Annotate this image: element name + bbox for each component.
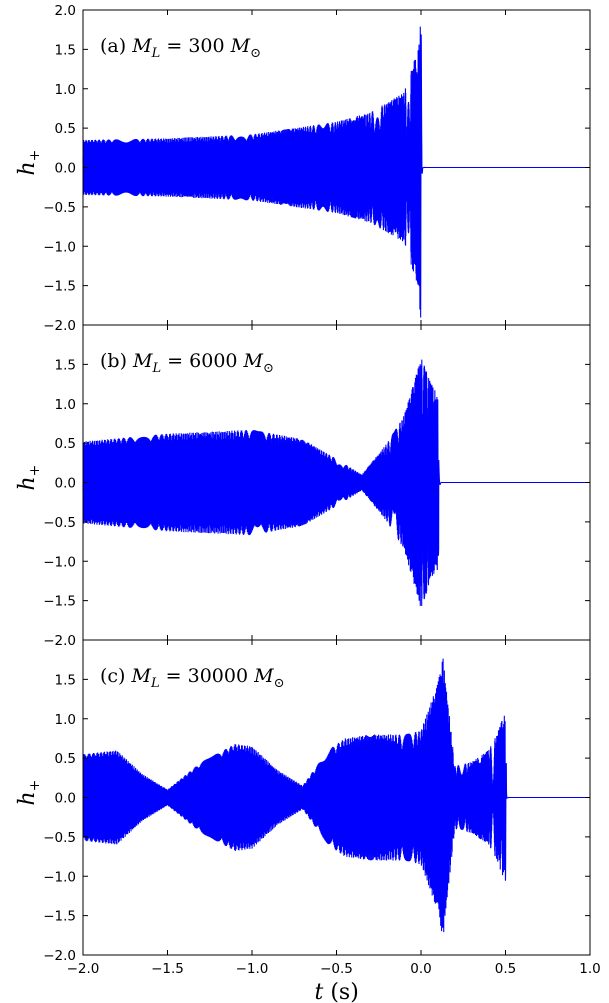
panel-a: 2.0 1.5 1.0 0.5 0.0 −0.5 −1.0 −1.5 −2.0 h+ (a) ML … <box>15 3 591 334</box>
x-tick-label: 0.5 <box>495 961 516 977</box>
panel-annotation-b: (b) ML = 6000 M⊙ <box>100 350 274 376</box>
y-tick-label: 2.0 <box>55 3 76 19</box>
waveform-series-a <box>82 26 590 318</box>
x-axis-label: t (s) <box>315 980 359 1003</box>
y-tick-label: −2.0 <box>43 318 76 334</box>
x-tick-label: −0.5 <box>320 961 353 977</box>
y-tick-label: −0.5 <box>43 515 76 531</box>
waveform-series-b <box>82 359 590 606</box>
y-tick-label: 0.0 <box>55 161 76 177</box>
panel-c: 1.5 1.0 0.5 0.0 −0.5 −1.0 −1.5 −2.0−2.0 −1.5 −1.0… <box>15 639 601 1003</box>
x-tick-label: 0.0 <box>410 961 431 977</box>
y-tick-label: 0.0 <box>55 476 76 492</box>
y-tick-label: −1.5 <box>43 909 76 925</box>
y-tick-label: −1.0 <box>43 869 76 885</box>
y-axis-label: h+ <box>15 780 43 806</box>
y-tick-label: −2.0 <box>43 948 76 964</box>
y-tick-label: −1.0 <box>43 554 76 570</box>
y-tick-label: −2.0 <box>43 633 76 649</box>
y-tick-label: 1.5 <box>55 357 76 373</box>
y-tick-label: −1.0 <box>43 239 76 255</box>
x-tick-label: 1.0 <box>579 961 600 977</box>
y-tick-label: 1.0 <box>55 397 76 413</box>
y-tick-label: 1.5 <box>55 672 76 688</box>
y-axis-label: h+ <box>15 465 43 491</box>
y-axis-label: h+ <box>15 150 43 176</box>
x-tick-label: −2.0 <box>67 961 100 977</box>
y-tick-label: 0.0 <box>55 791 76 807</box>
y-tick-label: 0.5 <box>55 121 76 137</box>
x-tick-label: −1.0 <box>236 961 269 977</box>
panel-b: 1.5 1.0 0.5 0.0 −0.5 −1.0 −1.5 −2.0 h+ (b) ML = 6… <box>15 324 591 649</box>
y-tick-label: 0.5 <box>55 751 76 767</box>
y-tick-label: 1.5 <box>55 42 76 58</box>
y-tick-label: 1.0 <box>55 82 76 98</box>
x-tick-label: −1.5 <box>151 961 184 977</box>
waveform-series-c <box>82 658 590 933</box>
y-tick-label: −0.5 <box>43 830 76 846</box>
y-tick-label: −1.5 <box>43 594 76 610</box>
panel-annotation-a: (a) ML = 300 M⊙ <box>100 35 261 61</box>
y-tick-label: −0.5 <box>43 200 76 216</box>
y-tick-label: 1.0 <box>55 712 76 728</box>
y-tick-label: −1.5 <box>43 279 76 295</box>
panel-annotation-c: (c) ML = 30000 M⊙ <box>100 665 284 691</box>
y-tick-label: 0.5 <box>55 436 76 452</box>
